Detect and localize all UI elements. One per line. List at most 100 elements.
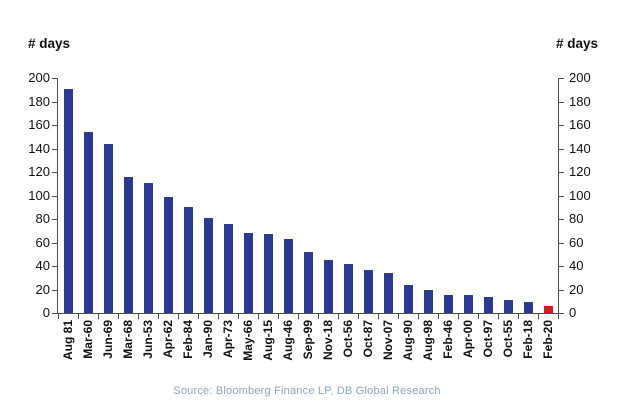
left-axis-title: # days bbox=[28, 36, 71, 51]
bar-oct-97 bbox=[483, 296, 493, 313]
bar-slot: Feb-84 bbox=[178, 78, 198, 359]
y-tick-label: 80 bbox=[569, 211, 584, 226]
y-tick-label: 120 bbox=[28, 164, 50, 179]
x-tick-label: May-66 bbox=[241, 320, 255, 361]
x-tick-mark bbox=[497, 314, 499, 319]
x-tick-mark bbox=[77, 314, 79, 319]
bar-oct-87 bbox=[363, 269, 373, 313]
bar-slot: Nov-18 bbox=[318, 78, 338, 360]
y-tick-label: 20 bbox=[35, 281, 50, 297]
y-tick-mark bbox=[559, 125, 564, 126]
x-tick-label: Aug-90 bbox=[401, 320, 415, 361]
y-tick-mark bbox=[52, 289, 57, 291]
x-tick-label: Mar-60 bbox=[81, 320, 95, 359]
bar-feb-84 bbox=[183, 207, 193, 313]
bar-nov-18 bbox=[323, 260, 333, 313]
x-tick-label: Feb-46 bbox=[441, 320, 455, 359]
x-tick-mark bbox=[337, 314, 339, 319]
x-tick-label: Jun-53 bbox=[141, 320, 155, 359]
right-axis-title: # days bbox=[556, 36, 599, 51]
y-tick-mark bbox=[559, 172, 564, 173]
bar-slot: Jun-69 bbox=[98, 78, 118, 359]
y-tick-label: 200 bbox=[28, 70, 50, 85]
bar-may-66 bbox=[243, 233, 253, 313]
x-tick-label: Sep-99 bbox=[301, 320, 315, 360]
y-tick-label: 140 bbox=[28, 140, 50, 156]
x-tick-label: Nov-18 bbox=[321, 320, 335, 361]
bar-slot: Aug-46 bbox=[278, 78, 298, 361]
y-tick-label: 100 bbox=[28, 187, 50, 203]
x-tick-label: Aug-98 bbox=[421, 320, 435, 361]
x-tick-label: Aug 81 bbox=[61, 320, 75, 361]
x-tick-label: Aug-46 bbox=[281, 320, 295, 361]
y-tick-mark bbox=[559, 289, 564, 291]
x-tick-mark bbox=[477, 314, 479, 319]
y-tick-mark bbox=[52, 266, 57, 267]
x-tick-mark bbox=[417, 314, 419, 319]
bar-slot: Jun-53 bbox=[138, 78, 158, 359]
x-tick-label: Oct-56 bbox=[341, 320, 355, 358]
bar-feb-18 bbox=[523, 302, 533, 313]
y-tick-label: 180 bbox=[28, 93, 50, 109]
bar-slot: Oct-97 bbox=[478, 78, 498, 357]
bar-apr-00 bbox=[463, 295, 473, 313]
x-tick-label: Jun-69 bbox=[101, 320, 115, 359]
y-tick-mark bbox=[52, 125, 57, 126]
x-tick-label: Oct-87 bbox=[361, 320, 375, 358]
x-tick-label: Feb-20 bbox=[541, 320, 555, 359]
y-tick-label: 40 bbox=[35, 258, 50, 273]
y-tick-mark bbox=[52, 172, 57, 173]
bar-mar-68 bbox=[123, 176, 133, 313]
bar-slot: Aug-98 bbox=[418, 78, 438, 361]
y-tick-mark bbox=[52, 195, 57, 197]
bar-slot: Oct-56 bbox=[338, 78, 358, 357]
y-tick-mark bbox=[52, 148, 57, 150]
x-tick-mark bbox=[197, 314, 199, 319]
bar-aug-81 bbox=[63, 88, 73, 313]
x-tick-mark bbox=[117, 314, 119, 319]
x-tick-mark bbox=[177, 314, 179, 319]
y-tick-mark bbox=[52, 313, 57, 314]
x-tick-label: Oct-97 bbox=[481, 320, 495, 358]
y-tick-label: 80 bbox=[35, 211, 50, 226]
x-tick-mark bbox=[437, 314, 439, 319]
y-tick-label: 180 bbox=[569, 93, 591, 109]
bar-jun-53 bbox=[143, 182, 153, 313]
x-tick-mark bbox=[157, 314, 159, 319]
bar-slot: Feb-46 bbox=[438, 78, 458, 359]
y-tick-mark bbox=[559, 242, 564, 244]
x-tick-mark bbox=[137, 314, 139, 319]
y-tick-mark bbox=[52, 78, 57, 79]
bar-slot: Feb-20 bbox=[538, 78, 558, 359]
bar-feb-20 bbox=[543, 305, 553, 313]
y-tick-mark bbox=[559, 148, 564, 150]
y-tick-mark bbox=[559, 219, 564, 220]
bar-slot: Aug-90 bbox=[398, 78, 418, 361]
y-tick-label: 0 bbox=[42, 305, 50, 320]
bar-sep-99 bbox=[303, 251, 313, 313]
source-note: Source: Bloomberg Finance LP, DB Global … bbox=[173, 385, 441, 397]
x-tick-label: Apr-00 bbox=[461, 320, 475, 359]
y-tick-label: 160 bbox=[28, 117, 50, 132]
bar-apr-62 bbox=[163, 196, 173, 313]
x-tick-label: Aug-15 bbox=[261, 320, 275, 361]
y-tick-mark bbox=[559, 78, 564, 79]
y-tick-mark bbox=[52, 101, 57, 103]
bar-slot: Nov-07 bbox=[378, 78, 398, 360]
bar-mar-60 bbox=[83, 132, 93, 313]
y-tick-mark bbox=[559, 313, 564, 314]
x-tick-label: Feb-18 bbox=[521, 320, 535, 359]
x-tick-mark bbox=[517, 314, 519, 319]
bar-slot: Apr-73 bbox=[218, 78, 238, 358]
x-tick-mark bbox=[257, 314, 259, 319]
y-tick-label: 120 bbox=[569, 164, 591, 179]
y-tick-label: 0 bbox=[569, 305, 577, 320]
bar-aug-90 bbox=[403, 284, 413, 313]
y-tick-label: 160 bbox=[569, 117, 591, 132]
x-tick-mark bbox=[57, 314, 59, 319]
bar-slot: Aug-15 bbox=[258, 78, 278, 361]
y-tick-label: 20 bbox=[569, 281, 584, 297]
bar-aug-15 bbox=[263, 234, 273, 313]
bar-feb-46 bbox=[443, 295, 453, 313]
